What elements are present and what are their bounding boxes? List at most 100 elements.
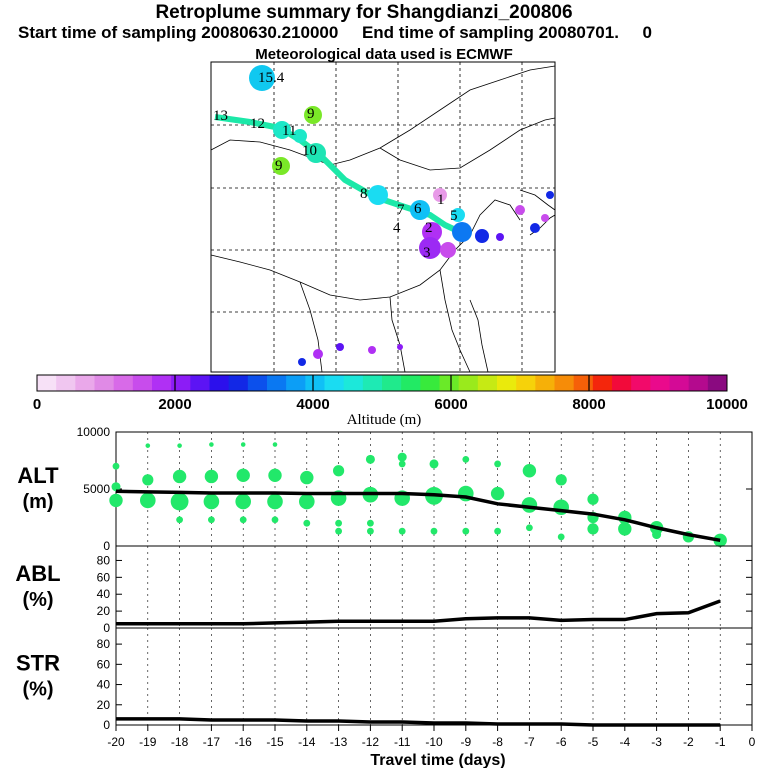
colorbar-swatch [573, 375, 594, 391]
y-tick-label: 60 [97, 570, 111, 584]
map-day-label: 9 [307, 106, 315, 122]
plume-point [367, 527, 374, 535]
plume-point [494, 527, 501, 535]
plume-point [398, 460, 406, 468]
colorbar-swatch [477, 375, 498, 391]
plume-point [272, 442, 278, 447]
plume-point [365, 454, 375, 464]
plume-point [430, 527, 438, 535]
x-tick-label: -6 [556, 735, 567, 749]
sampling-times: Start time of sampling 20080630.210000 E… [18, 23, 653, 42]
x-tick-label: -12 [362, 735, 380, 749]
plume-point [494, 460, 501, 468]
colorbar-swatch [612, 375, 632, 391]
x-tick-label: -16 [235, 735, 253, 749]
series-line [116, 717, 721, 727]
plume-point [299, 493, 315, 510]
plume-point [145, 443, 151, 448]
colorbar-swatch [592, 375, 613, 391]
panel-unit: (%) [22, 589, 53, 611]
plume-point [235, 493, 251, 510]
map-day-label: 8 [360, 186, 368, 202]
x-tick-label: -8 [492, 735, 503, 749]
map-day-label: 5 [450, 208, 458, 224]
plume-point [587, 523, 599, 535]
map-day-label: 6 [414, 201, 422, 217]
colorbar-swatch [382, 375, 402, 391]
colorbar-swatch [401, 375, 421, 391]
plume-point [522, 464, 537, 478]
plume-point [240, 442, 246, 447]
map-panel: 15.4 13 12 11 10 9 9 8 7 6 5 4 3 21 [210, 61, 556, 373]
time-series-panels: 10000 5000 0 ALT (m) 80 60 40 20 0 ABL (%) 80 60 40 20 0… [15, 425, 755, 768]
colorbar-tick-label: 0 [33, 396, 41, 413]
plume-trajectory [214, 65, 554, 366]
colorbar-swatch [228, 375, 249, 391]
plume-point [109, 493, 123, 508]
map-day-label: 13 [213, 108, 228, 124]
y-tick-label: 10000 [77, 425, 111, 439]
x-tick-label: -9 [460, 735, 471, 749]
plume-point [271, 516, 279, 524]
x-tick-label: -4 [619, 735, 630, 749]
plume-point [335, 527, 342, 535]
map-day-label: 4 [393, 220, 401, 236]
plume-point [268, 468, 282, 483]
map-day-label: 2 [425, 220, 433, 236]
x-tick-label: -19 [139, 735, 157, 749]
map-day-label: 9 [275, 158, 283, 174]
colorbar-swatch [56, 375, 76, 391]
panel-str: 80 60 40 20 0 STR (%) [16, 627, 753, 732]
plume-point [335, 519, 342, 527]
y-tick-label: 0 [103, 539, 110, 553]
x-tick-label: -11 [394, 735, 411, 749]
panel-unit: (m) [22, 491, 53, 513]
map-day-label: 12 [250, 116, 265, 132]
x-tick-label: -14 [298, 735, 316, 749]
y-tick-label: 80 [97, 553, 111, 567]
colorbar-tick-label: 4000 [296, 396, 329, 413]
colorbar-swatch [94, 375, 115, 391]
x-tick-label: -1 [715, 735, 726, 749]
plume-point [587, 493, 599, 505]
x-tick-label: -13 [330, 735, 348, 749]
colorbar-swatch [535, 375, 555, 391]
plume-point [555, 474, 567, 486]
map-day-label: 7 [397, 202, 405, 218]
plume-point [367, 519, 374, 527]
colorbar-frame [36, 374, 728, 392]
plume-point [170, 492, 189, 511]
plume-point [652, 530, 662, 540]
colorbar-swatch [152, 375, 172, 391]
colorbar-swatch [707, 375, 728, 391]
colorbar-swatch [688, 375, 709, 391]
colorbar-swatch [267, 375, 287, 391]
colorbar-swatch [554, 375, 575, 391]
map-day-label: 10 [302, 143, 317, 159]
plume-point [462, 455, 470, 463]
plume-point [236, 468, 250, 483]
map-day-label: 1 [437, 192, 445, 208]
x-tick-label: -2 [683, 735, 694, 749]
x-tick-label: -20 [107, 735, 125, 749]
map-day-label: 3 [423, 245, 431, 261]
colorbar-swatch [37, 375, 57, 391]
x-tick-label: 0 [749, 735, 756, 749]
map-frame [210, 61, 556, 373]
colorbar-axis-label: Altitude (m) [347, 412, 422, 428]
colorbar-swatch [190, 375, 210, 391]
plume-point [526, 524, 533, 532]
plume-point [398, 527, 406, 535]
plume-point [397, 452, 407, 462]
y-tick-label: 0 [103, 621, 110, 635]
panel-unit: (%) [22, 679, 53, 701]
colorbar-swatch [343, 375, 364, 391]
colorbar-swatch [669, 375, 690, 391]
plume-point [204, 469, 219, 484]
y-tick-label: 0 [103, 718, 110, 732]
colorbar-swatch [516, 375, 536, 391]
plume-point [303, 519, 311, 527]
chart-title: Retroplume summary for Shangdianzi_20080… [155, 2, 573, 23]
panel-label: ABL [15, 561, 60, 586]
met-data-note: Meteorological data used is ECMWF [255, 46, 513, 63]
